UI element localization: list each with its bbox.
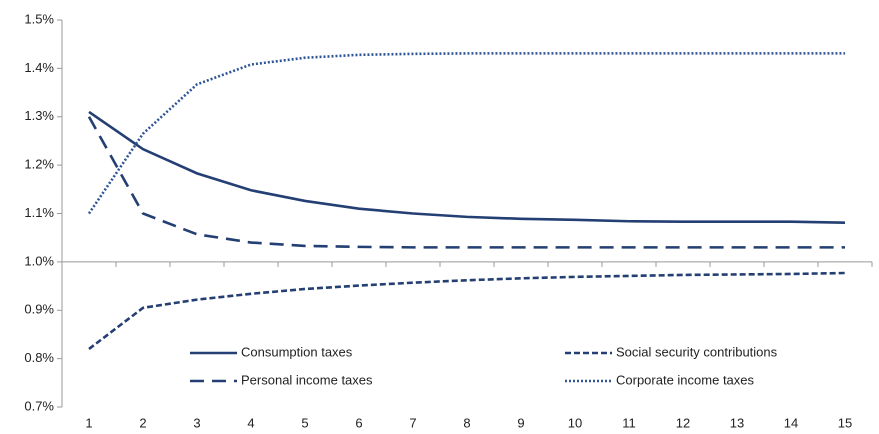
- y-tick-label: 1.5%: [24, 11, 54, 26]
- x-tick-label: 15: [838, 415, 852, 430]
- x-tick-label: 13: [730, 415, 744, 430]
- y-tick-label: 1.3%: [24, 108, 54, 123]
- x-tick-label: 11: [622, 415, 636, 430]
- x-tick-label: 7: [409, 415, 416, 430]
- x-tick-label: 12: [676, 415, 690, 430]
- x-tick-label: 10: [568, 415, 582, 430]
- y-tick-label: 0.7%: [24, 398, 54, 413]
- series-line: [88, 110, 846, 224]
- y-tick-label: 0.8%: [24, 350, 54, 365]
- legend-label: Personal income taxes: [241, 372, 373, 387]
- legend-label: Consumption taxes: [241, 344, 353, 359]
- x-tick-label: 1: [85, 415, 92, 430]
- series-line: [87, 52, 845, 215]
- series-line: [88, 271, 846, 350]
- y-tick-label: 1.0%: [24, 253, 54, 268]
- x-tick-label: 2: [139, 415, 146, 430]
- x-tick-label: 14: [784, 415, 798, 430]
- x-tick-label: 9: [517, 415, 524, 430]
- y-tick-label: 1.2%: [24, 157, 54, 172]
- x-tick-label: 8: [463, 415, 470, 430]
- series-line: [87, 116, 845, 249]
- y-tick-label: 0.9%: [24, 302, 54, 317]
- legend-label: Corporate income taxes: [616, 372, 755, 387]
- legend-label: Social security contributions: [616, 344, 778, 359]
- x-tick-label: 4: [247, 415, 254, 430]
- y-tick-label: 1.1%: [24, 205, 54, 220]
- x-tick-label: 6: [355, 415, 362, 430]
- x-tick-label: 3: [193, 415, 200, 430]
- y-tick-label: 1.4%: [24, 60, 54, 75]
- x-tick-label: 5: [301, 415, 308, 430]
